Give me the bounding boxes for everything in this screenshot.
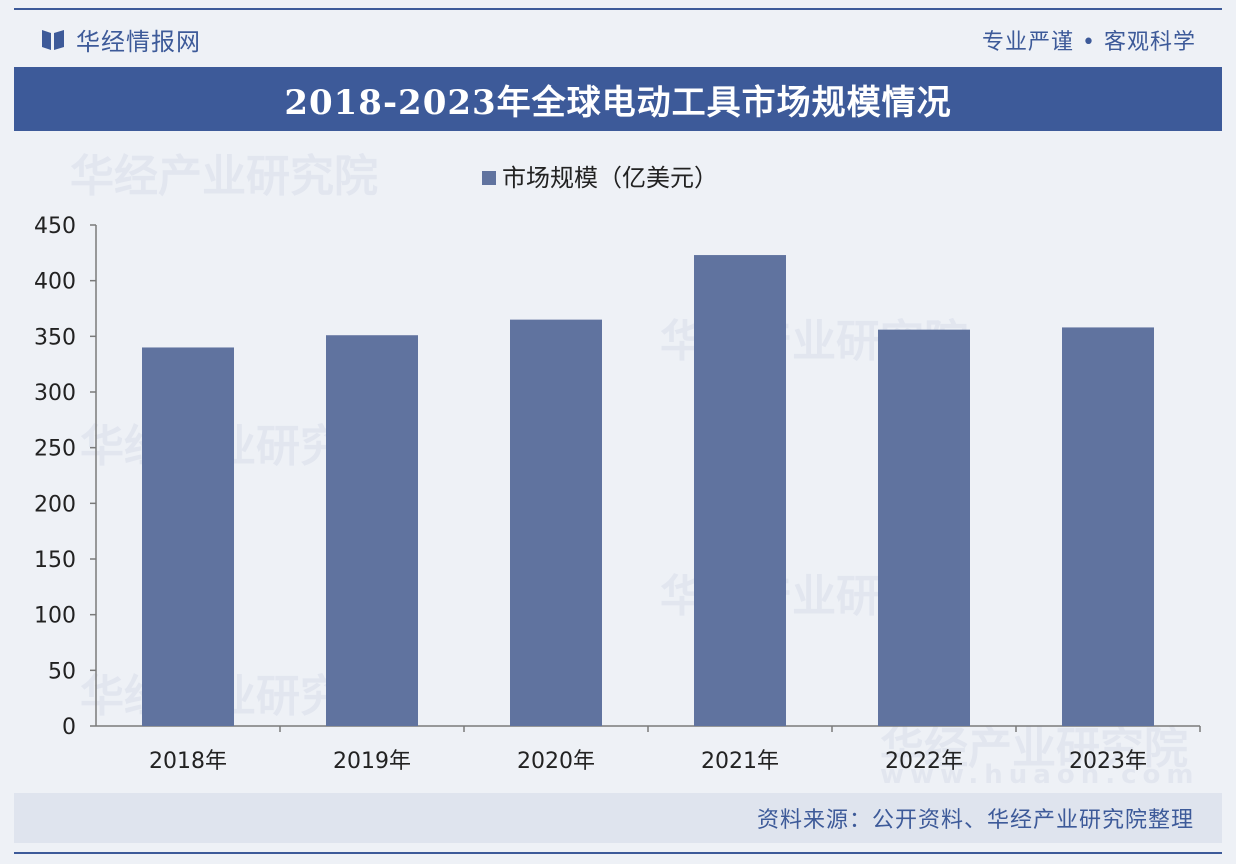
- x-tick-label: 2018年: [149, 749, 227, 774]
- brand-logo-icon: [42, 29, 64, 50]
- brand: 华经情报网: [40, 22, 201, 57]
- x-tick-label: 2022年: [885, 749, 963, 774]
- y-tick-label: 100: [34, 604, 76, 629]
- y-tick-label: 300: [34, 381, 76, 406]
- brand-name: 华经情报网: [76, 28, 201, 56]
- y-tick-label: 250: [34, 437, 76, 462]
- bar: [326, 335, 418, 726]
- x-tick-label: 2021年: [701, 749, 779, 774]
- bar: [1062, 327, 1154, 726]
- bar: [510, 319, 602, 726]
- chart-title: 2018-2023年全球电动工具市场规模情况: [284, 82, 952, 123]
- bar: [694, 255, 786, 726]
- legend-label: 市场规模（亿美元）: [502, 164, 718, 192]
- title-bar: 2018-2023年全球电动工具市场规模情况: [14, 67, 1222, 131]
- y-tick-label: 50: [48, 659, 76, 684]
- bar: [878, 329, 970, 726]
- y-tick-label: 200: [34, 492, 76, 517]
- y-tick-label: 400: [34, 270, 76, 295]
- source-bar: 资料来源：公开资料、华经产业研究院整理: [14, 793, 1222, 843]
- y-tick-label: 0: [62, 715, 76, 740]
- y-tick-label: 150: [34, 548, 76, 573]
- x-tick-label: 2023年: [1069, 749, 1147, 774]
- slogan: 专业严谨 • 客观科学: [982, 30, 1196, 55]
- bar: [142, 347, 234, 726]
- legend-swatch: [482, 171, 496, 185]
- bottom-rule: [14, 852, 1222, 854]
- y-tick-label: 450: [34, 214, 76, 239]
- top-rule: [14, 8, 1222, 10]
- source-text: 资料来源：公开资料、华经产业研究院整理: [756, 808, 1194, 833]
- y-tick-label: 350: [34, 325, 76, 350]
- x-tick-label: 2019年: [333, 749, 411, 774]
- x-tick-label: 2020年: [517, 749, 595, 774]
